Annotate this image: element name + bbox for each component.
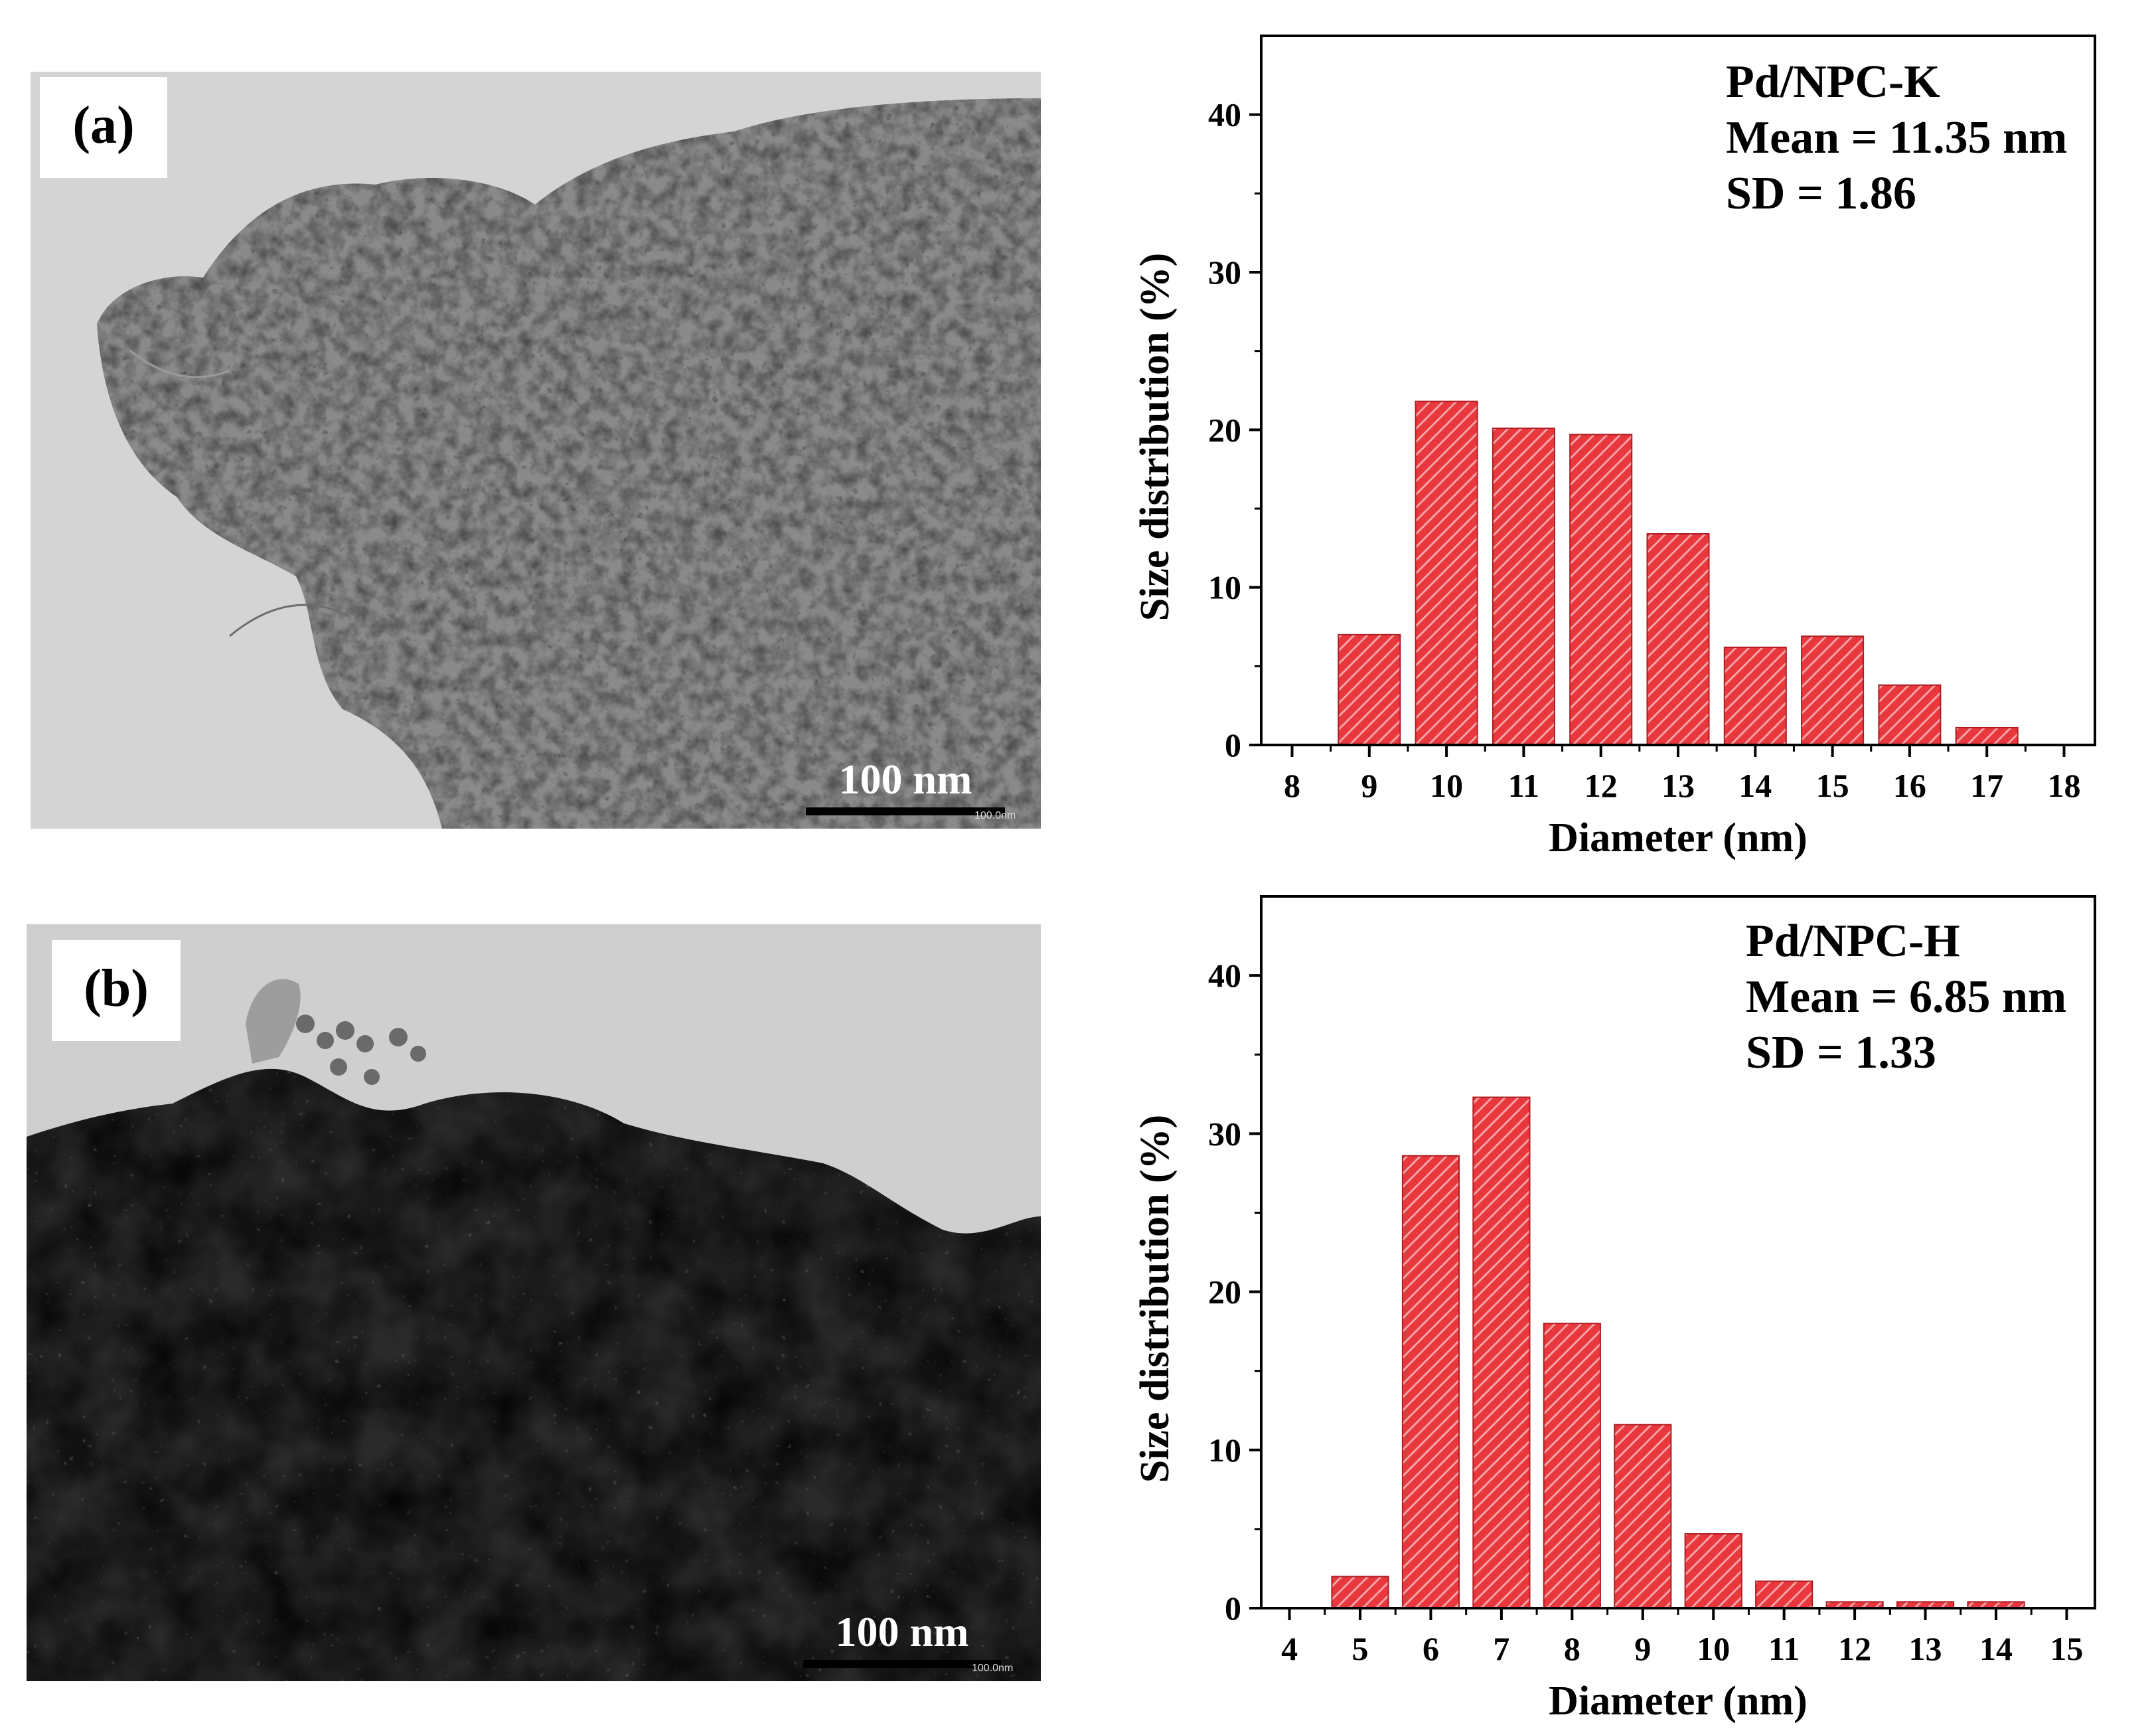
scale-bar-a bbox=[806, 807, 1005, 815]
bar-10 bbox=[1684, 1533, 1742, 1609]
x-tick-label-17: 17 bbox=[1970, 767, 2003, 804]
y-tick-label-10: 10 bbox=[1208, 1432, 1241, 1469]
x-tick-label-13: 13 bbox=[1909, 1630, 1942, 1667]
y-tick-label-0: 0 bbox=[1225, 726, 1241, 764]
tem-image-a: (a) 100 nm 100.0nm bbox=[31, 72, 1041, 829]
bar-7 bbox=[1472, 1096, 1531, 1609]
y-tick-label-20: 20 bbox=[1208, 1274, 1241, 1311]
histogram-b: 4 5 6 7 8 9 10 11 12 13 14 15 0 10 20 30 40 Diameter (nm)… bbox=[1132, 895, 2096, 1724]
tem-image-b: (b) 100 nm 100.0nm bbox=[27, 924, 1041, 1681]
bar-8 bbox=[1543, 1323, 1601, 1609]
y-axis-label: Size distribution (%) bbox=[1132, 253, 1178, 621]
histogram-a: 8 9 10 11 12 13 14 15 16 17 18 0 10 20 30 40 Diameter (n… bbox=[1132, 35, 2096, 861]
x-tick-label-9: 9 bbox=[1634, 1630, 1651, 1667]
annotation-line-3: SD = 1.33 bbox=[1746, 1027, 1936, 1078]
annotation-line-2: Mean = 11.35 nm bbox=[1726, 112, 2067, 163]
y-tick-label-40: 40 bbox=[1208, 96, 1241, 133]
x-tick-label-8: 8 bbox=[1564, 1630, 1580, 1667]
bar-16 bbox=[1878, 684, 1942, 746]
annotation-line-2: Mean = 6.85 nm bbox=[1746, 971, 2066, 1023]
x-tick-label-13: 13 bbox=[1661, 767, 1695, 804]
tem-micrograph-b bbox=[27, 924, 1041, 1681]
x-tick-label-10: 10 bbox=[1430, 767, 1463, 804]
x-tick-label-12: 12 bbox=[1838, 1630, 1871, 1667]
panel-label-b-box: (b) bbox=[52, 940, 181, 1041]
bar-11 bbox=[1755, 1580, 1813, 1609]
panel-label-a: (a) bbox=[72, 96, 135, 155]
y-tick-label-40: 40 bbox=[1208, 957, 1241, 994]
scale-bar-label-b: 100 nm bbox=[835, 1608, 969, 1655]
bar-12 bbox=[1569, 434, 1633, 746]
x-tick-label-16: 16 bbox=[1893, 767, 1926, 804]
x-axis-label: Diameter (nm) bbox=[1549, 815, 1808, 861]
x-axis-label: Diameter (nm) bbox=[1549, 1679, 1808, 1724]
x-tick-label-18: 18 bbox=[2047, 767, 2080, 804]
scale-bar-small-label-b: 100.0nm bbox=[972, 1663, 1014, 1674]
x-tick-label-11: 11 bbox=[1768, 1630, 1800, 1667]
y-tick-label-0: 0 bbox=[1225, 1590, 1241, 1627]
x-tick-label-7: 7 bbox=[1493, 1630, 1509, 1667]
bar-6 bbox=[1401, 1155, 1460, 1609]
x-tick-label-9: 9 bbox=[1361, 767, 1377, 804]
annotation-line-3: SD = 1.86 bbox=[1726, 168, 1916, 219]
y-axis-label: Size distribution (%) bbox=[1132, 1115, 1178, 1483]
panel-label-a-box: (a) bbox=[40, 77, 167, 178]
bar-9 bbox=[1614, 1424, 1672, 1609]
bar-17 bbox=[1955, 726, 2019, 746]
bar-9 bbox=[1338, 633, 1401, 746]
x-tick-label-15: 15 bbox=[2050, 1630, 2083, 1667]
x-tick-label-5: 5 bbox=[1352, 1630, 1369, 1667]
panel-label-b: (b) bbox=[84, 959, 149, 1018]
x-tick-label-10: 10 bbox=[1697, 1630, 1730, 1667]
scale-bar-label-a: 100 nm bbox=[838, 756, 972, 803]
y-tick-label-30: 30 bbox=[1208, 254, 1241, 291]
bar-15 bbox=[1801, 635, 1865, 746]
surface-particles bbox=[296, 1015, 426, 1085]
y-tick-label-20: 20 bbox=[1208, 411, 1241, 448]
annotation-line-1: Pd/NPC-K bbox=[1726, 56, 1940, 108]
bar-5 bbox=[1331, 1576, 1389, 1609]
y-tick-label-10: 10 bbox=[1208, 569, 1241, 606]
bar-11 bbox=[1492, 427, 1555, 746]
annotation-line-1: Pd/NPC-H bbox=[1746, 916, 1960, 967]
scale-bar-b bbox=[803, 1660, 1001, 1668]
bar-14 bbox=[1723, 646, 1787, 746]
bar-10 bbox=[1415, 400, 1478, 746]
y-tick-label-30: 30 bbox=[1208, 1115, 1241, 1152]
x-tick-label-6: 6 bbox=[1423, 1630, 1439, 1667]
x-tick-label-12: 12 bbox=[1584, 767, 1618, 804]
x-tick-label-15: 15 bbox=[1816, 767, 1849, 804]
scale-bar-small-label-a: 100.0nm bbox=[974, 810, 1016, 821]
tem-micrograph-a bbox=[31, 72, 1041, 829]
x-tick-label-8: 8 bbox=[1284, 767, 1300, 804]
x-tick-label-14: 14 bbox=[1738, 767, 1772, 804]
bar-13 bbox=[1646, 533, 1710, 746]
x-tick-label-4: 4 bbox=[1281, 1630, 1298, 1667]
x-tick-label-14: 14 bbox=[1979, 1630, 2013, 1667]
x-tick-label-11: 11 bbox=[1508, 767, 1539, 804]
